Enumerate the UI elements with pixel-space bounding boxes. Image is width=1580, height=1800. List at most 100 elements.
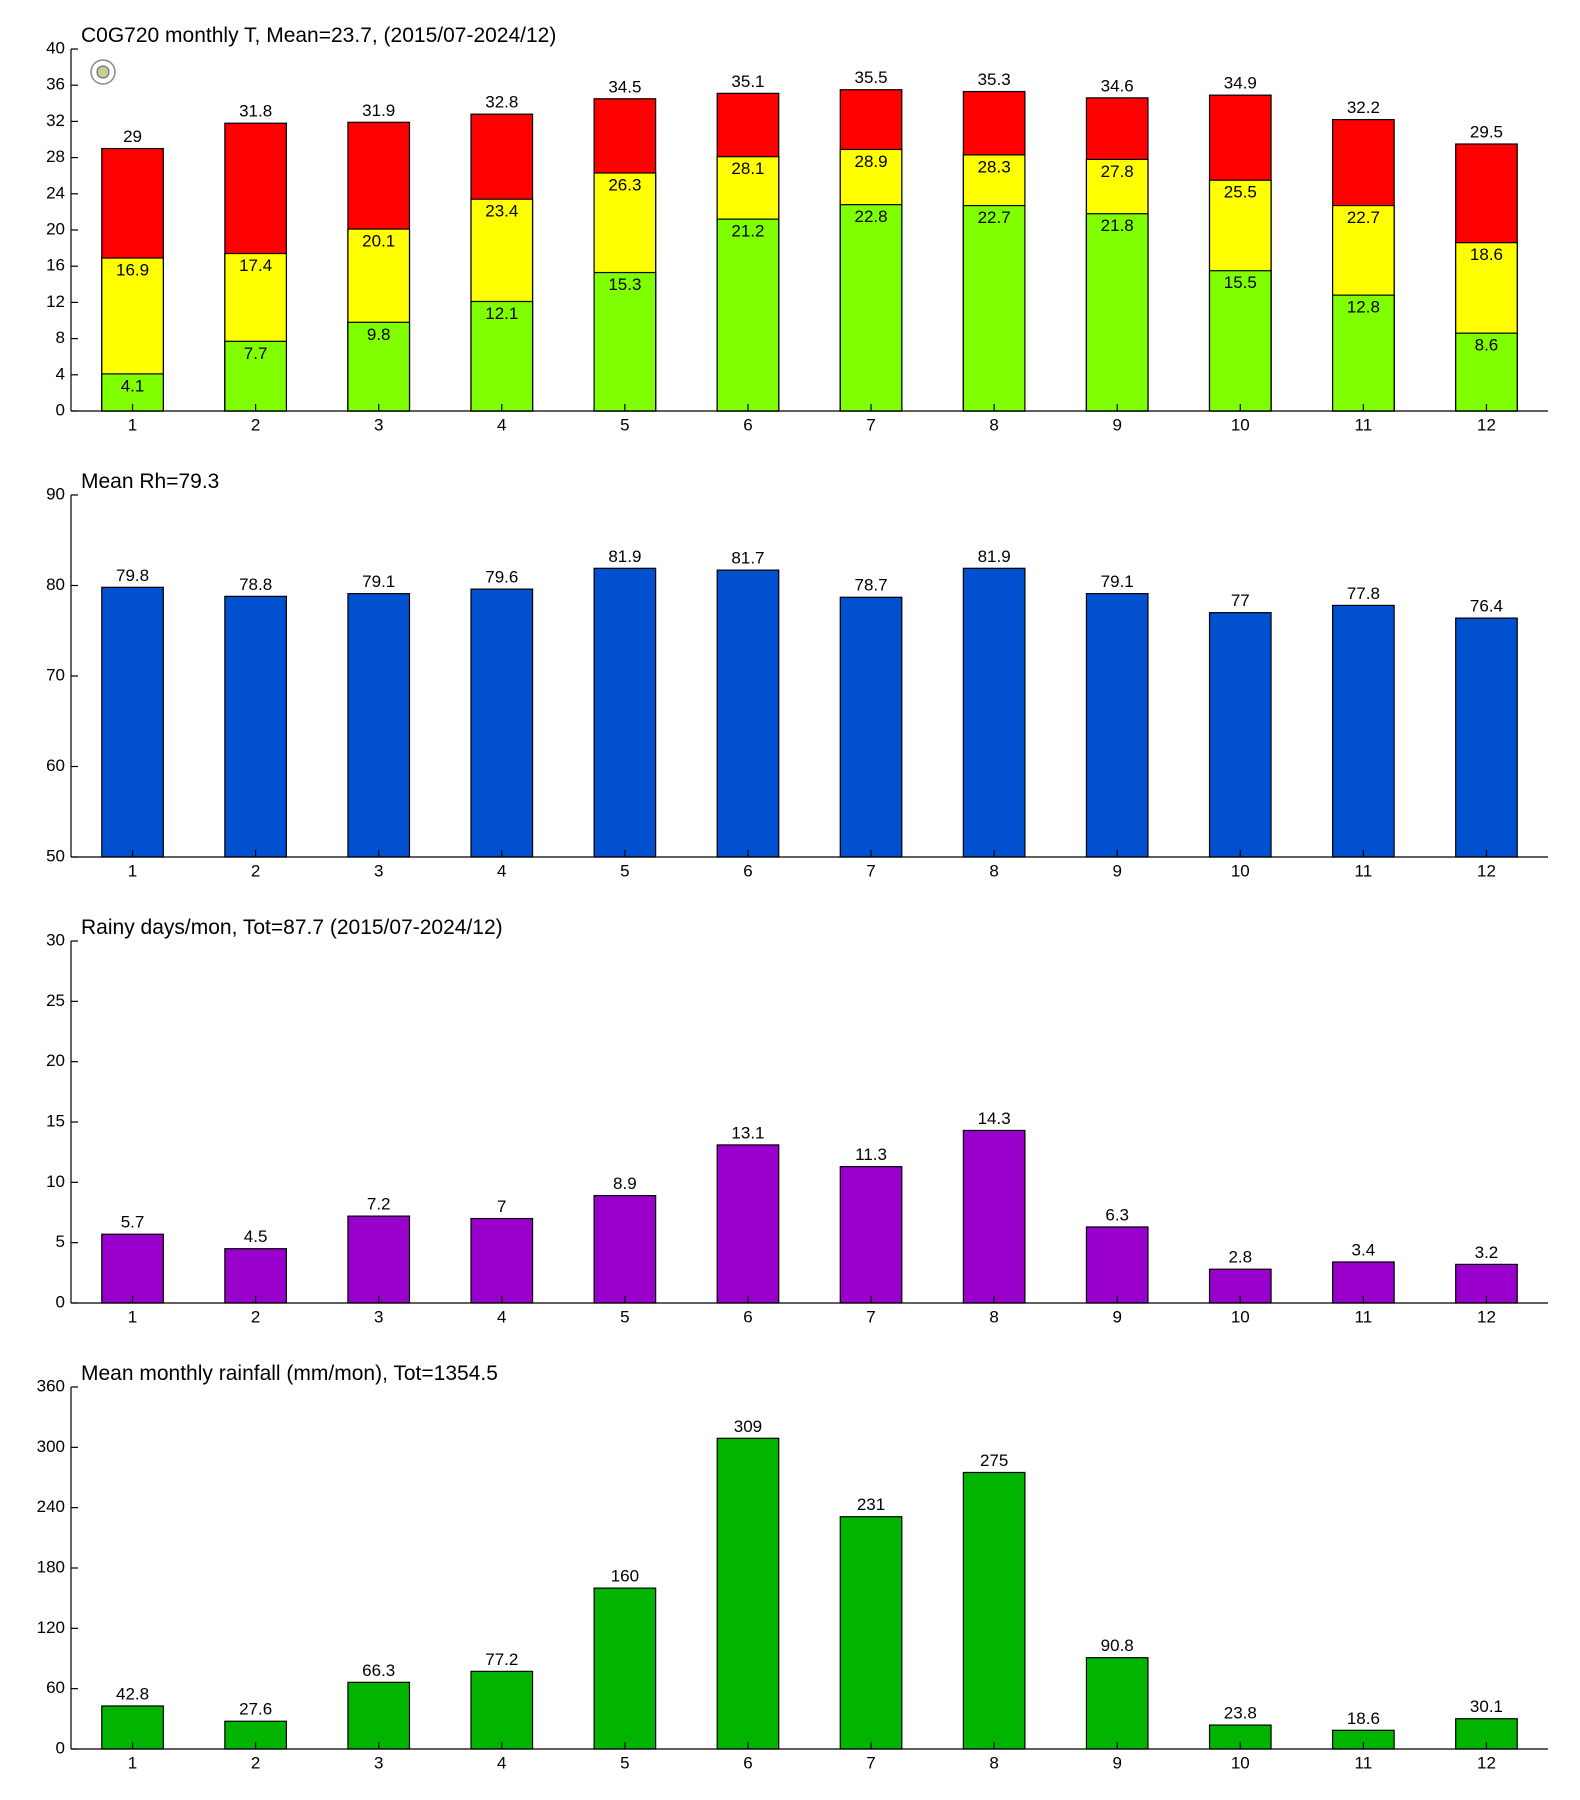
x-tick-label: 8 (989, 1753, 998, 1772)
x-tick-label: 4 (497, 1307, 506, 1326)
x-tick-label: 1 (128, 415, 137, 434)
x-tick-label: 9 (1112, 415, 1121, 434)
data-label: 13.1 (731, 1123, 764, 1142)
bar (593, 567, 657, 858)
bar (470, 300, 534, 412)
x-tick-label: 10 (1231, 861, 1250, 880)
data-label: 23.4 (485, 202, 518, 221)
x-tick-label: 3 (374, 1307, 383, 1326)
data-label: 28.3 (978, 157, 1011, 176)
data-label: 4.1 (121, 376, 145, 395)
data-label: 27.8 (1101, 162, 1134, 181)
x-tick-label: 7 (866, 1753, 875, 1772)
x-tick-label: 11 (1355, 415, 1373, 434)
x-tick-label: 8 (989, 1307, 998, 1326)
x-tick-label: 8 (989, 415, 998, 434)
data-label: 42.8 (116, 1684, 149, 1703)
data-label: 11.3 (855, 1145, 887, 1164)
data-label: 77.8 (1347, 584, 1380, 603)
x-tick-label: 2 (251, 1307, 260, 1326)
data-label: 25.5 (1224, 183, 1257, 202)
x-tick-label: 12 (1477, 861, 1496, 880)
data-label: 15.5 (1224, 273, 1257, 292)
x-tick-label: 6 (743, 861, 752, 880)
y-tick-label: 240 (37, 1497, 65, 1516)
data-label: 275 (980, 1451, 1008, 1470)
bar (839, 1166, 903, 1304)
data-label: 35.3 (978, 70, 1011, 89)
data-label: 78.8 (239, 575, 272, 594)
bar (716, 1144, 780, 1304)
data-label: 34.5 (608, 77, 641, 96)
data-label: 79.8 (116, 566, 149, 585)
data-label: 26.3 (608, 175, 641, 194)
x-tick-label: 4 (497, 415, 506, 434)
chart-title: Rainy days/mon, Tot=87.7 (2015/07-2024/1… (81, 916, 503, 939)
bar (101, 586, 164, 858)
x-tick-label: 10 (1231, 415, 1250, 434)
x-tick-label: 7 (866, 415, 875, 434)
data-label: 8.6 (1475, 336, 1499, 355)
bar (593, 271, 657, 412)
data-label: 6.3 (1105, 1205, 1129, 1224)
bar (347, 1215, 411, 1304)
bar (716, 1437, 780, 1750)
y-tick-label: 40 (46, 38, 65, 57)
y-tick-label: 10 (46, 1172, 65, 1191)
bar (1332, 294, 1395, 412)
x-tick-label: 3 (374, 861, 383, 880)
data-label: 21.2 (731, 222, 764, 241)
data-label: 27.6 (239, 1700, 272, 1719)
data-label: 12.1 (485, 304, 518, 323)
bar (101, 1233, 164, 1304)
x-tick-label: 12 (1477, 1753, 1496, 1772)
y-tick-label: 25 (46, 991, 65, 1010)
bar (101, 1705, 164, 1750)
x-tick-label: 6 (743, 1307, 752, 1326)
x-tick-label: 10 (1231, 1753, 1250, 1772)
bar (1085, 1657, 1149, 1750)
bar (716, 218, 780, 412)
y-tick-label: 60 (46, 756, 65, 775)
bar (470, 1670, 534, 1750)
logo (90, 59, 116, 85)
data-label: 7.7 (244, 344, 268, 363)
bar (470, 588, 534, 858)
y-tick-label: 12 (46, 292, 65, 311)
data-label: 22.7 (978, 208, 1011, 227)
data-label: 12.8 (1347, 298, 1380, 317)
bar (224, 340, 287, 412)
data-label: 28.1 (731, 159, 764, 178)
bar (347, 593, 411, 858)
data-label: 30.1 (1470, 1697, 1503, 1716)
data-label: 81.9 (608, 547, 641, 566)
x-tick-label: 2 (251, 861, 260, 880)
y-tick-label: 0 (56, 1738, 65, 1757)
data-label: 7 (497, 1197, 506, 1216)
data-label: 15.3 (608, 275, 641, 294)
bar (962, 567, 1026, 858)
y-tick-label: 15 (46, 1111, 65, 1130)
bar (1085, 593, 1149, 858)
y-tick-label: 120 (37, 1618, 65, 1637)
x-tick-label: 3 (374, 1753, 383, 1772)
x-tick-label: 7 (866, 861, 875, 880)
data-label: 20.1 (362, 232, 395, 251)
data-label: 77 (1231, 591, 1250, 610)
data-label: 16.9 (116, 261, 149, 280)
data-label: 78.7 (854, 576, 887, 595)
x-tick-label: 7 (866, 1307, 875, 1326)
chart-title: Mean Rh=79.3 (81, 470, 219, 493)
data-label: 35.1 (731, 72, 764, 91)
y-tick-label: 360 (37, 1376, 65, 1395)
y-tick-label: 24 (46, 183, 65, 202)
data-label: 21.8 (1101, 216, 1134, 235)
bar (1455, 332, 1518, 412)
bar (470, 1217, 534, 1304)
y-tick-label: 0 (56, 400, 65, 419)
bar (839, 1516, 903, 1750)
data-label: 3.2 (1475, 1243, 1499, 1262)
x-tick-label: 8 (989, 861, 998, 880)
x-tick-label: 5 (620, 1307, 629, 1326)
